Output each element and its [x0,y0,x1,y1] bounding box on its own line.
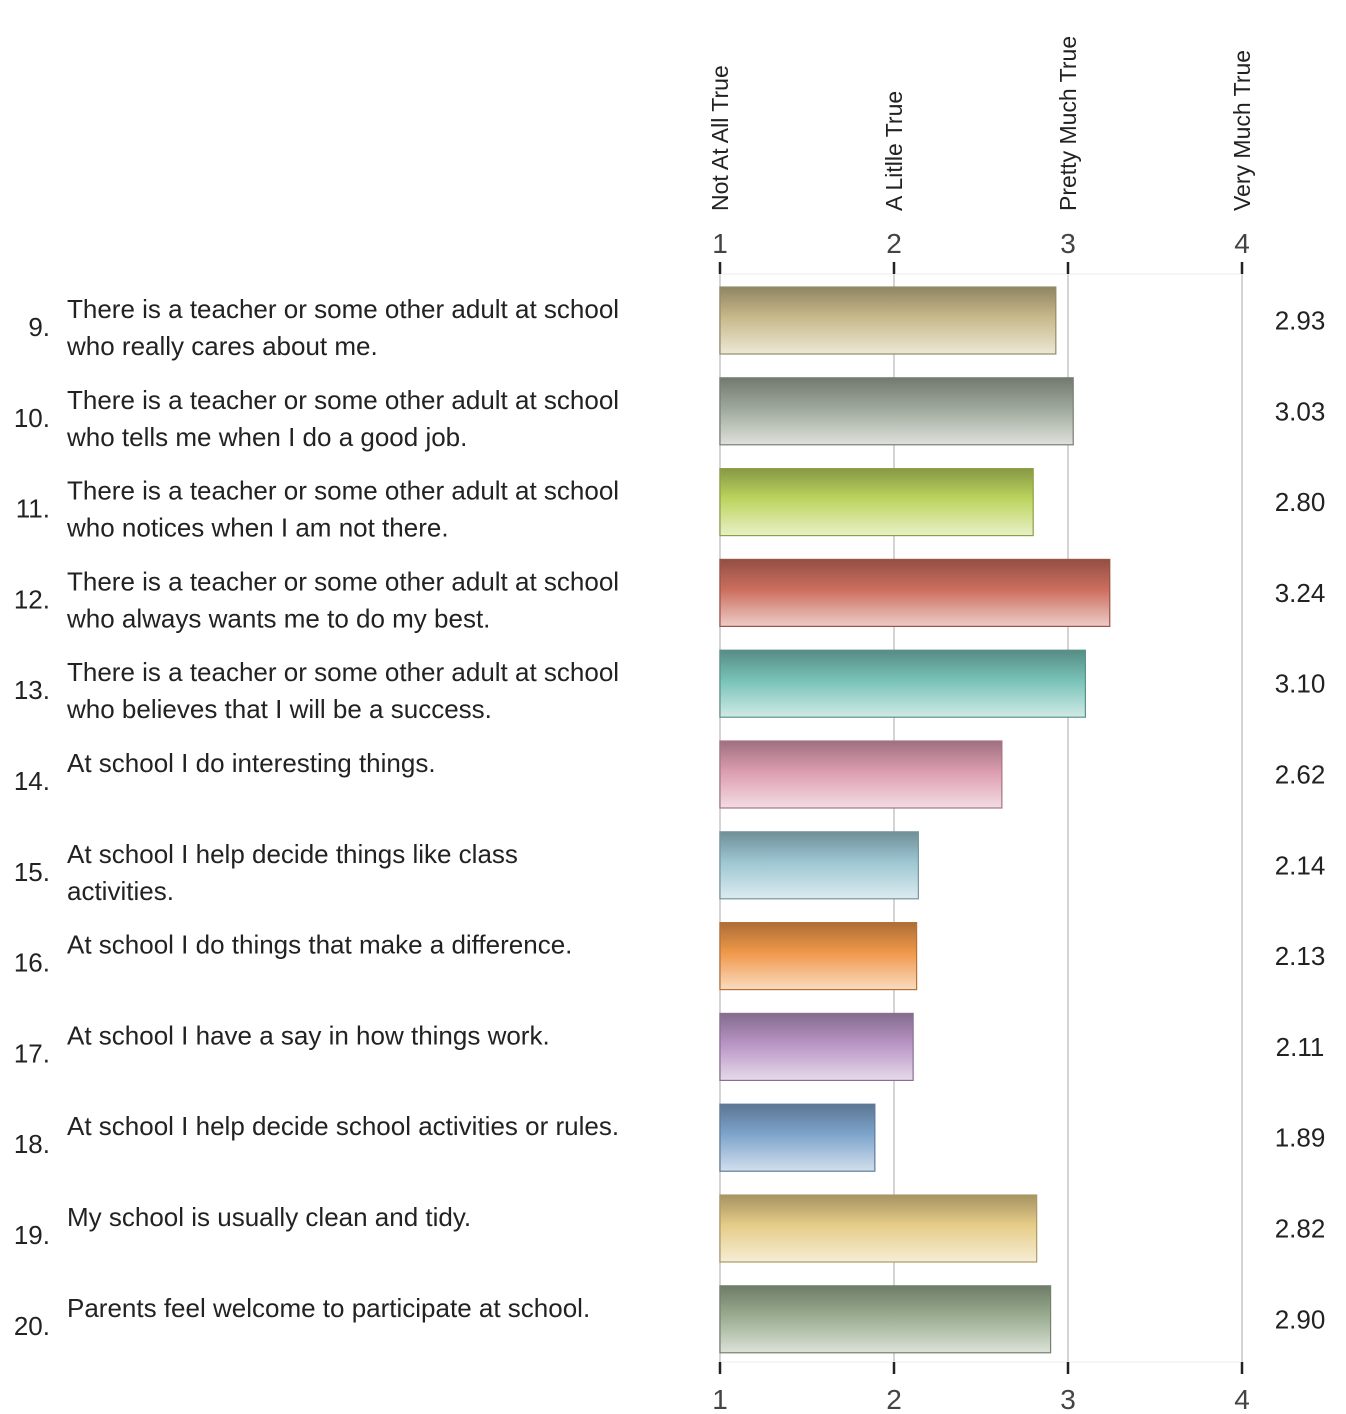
bar [719,377,1074,446]
data-label: 2.62 [1275,760,1326,790]
item-number: 19. [14,1220,50,1250]
item-labels: 2.93 9. There is a teacher or some other a… [14,294,1325,1341]
item-label: At school I help decide school activitie… [67,1111,619,1141]
bar [719,740,1003,809]
data-label: 2.14 [1275,850,1326,880]
scale-label: Pretty Much True [1055,36,1081,211]
data-label: 1.89 [1275,1123,1326,1153]
item-number: 18. [14,1129,50,1159]
bottom-tick-label: 2 [886,1384,902,1414]
bar [719,649,1086,718]
item-label: who tells me when I do a good job. [66,422,467,452]
bar [719,1103,876,1172]
item-label: At school I help decide things like clas… [67,839,518,869]
data-label: 3.10 [1275,669,1326,699]
item-label: There is a teacher or some other adult a… [67,385,619,415]
item-label: who always wants me to do my best. [66,603,490,633]
item-label: At school I do things that make a differ… [67,930,572,960]
top-tick-label: 3 [1060,228,1076,259]
bar [719,831,919,900]
item-label: At school I do interesting things. [67,748,436,778]
item-number: 13. [14,675,50,705]
item-number: 12. [14,584,50,614]
bar [719,921,918,991]
data-label: 3.03 [1275,396,1326,426]
item-label: My school is usually clean and tidy. [67,1202,471,1232]
item-label: who really cares about me. [66,331,378,361]
item-label: activities. [67,876,174,906]
top-tick-label: 1 [712,228,728,259]
scale-label: Not At All True [707,65,733,211]
item-number: 11. [16,494,50,524]
bar [719,1285,1052,1354]
item-label: There is a teacher or some other adult a… [67,294,619,324]
grid-lines [719,273,1243,1363]
item-number: 14. [14,766,50,796]
item-label: There is a teacher or some other adult a… [67,476,619,506]
item-label: There is a teacher or some other adult a… [67,657,619,687]
data-label: 2.11 [1276,1032,1325,1062]
data-label: 2.80 [1275,487,1326,517]
item-number: 20. [14,1311,50,1341]
bars [719,286,1111,1354]
data-label: 2.90 [1275,1304,1326,1334]
data-label: 2.13 [1275,941,1326,971]
bottom-tick-label: 1 [712,1384,728,1414]
bar [719,1012,914,1082]
item-label: who believes that I will be a success. [66,694,492,724]
bar [719,286,1057,355]
bar [719,468,1034,537]
item-label: who notices when I am not there. [66,513,449,543]
item-number: 17. [14,1038,50,1068]
item-label: At school I have a say in how things wor… [67,1020,550,1050]
item-number: 16. [14,948,50,978]
top-tick-label: 2 [886,228,902,259]
bottom-tick-label: 4 [1234,1384,1250,1414]
item-label: Parents feel welcome to participate at s… [67,1293,590,1323]
data-label: 2.82 [1275,1214,1326,1244]
axes: 1 1 Not At All True 2 2 A Litlle True 3 3 Pretty… [707,36,1255,1414]
data-label: 3.24 [1275,578,1326,608]
item-number: 10. [14,403,50,433]
scale-label: A Litlle True [881,91,907,211]
data-label: 2.93 [1275,306,1326,336]
bar [719,558,1111,628]
bottom-tick-label: 3 [1060,1384,1076,1414]
item-number: 9. [28,312,50,342]
item-number: 15. [14,857,50,887]
scale-label: Very Much True [1229,50,1255,211]
bar [719,1194,1038,1263]
top-tick-label: 4 [1234,228,1250,259]
item-label: There is a teacher or some other adult a… [67,566,619,596]
